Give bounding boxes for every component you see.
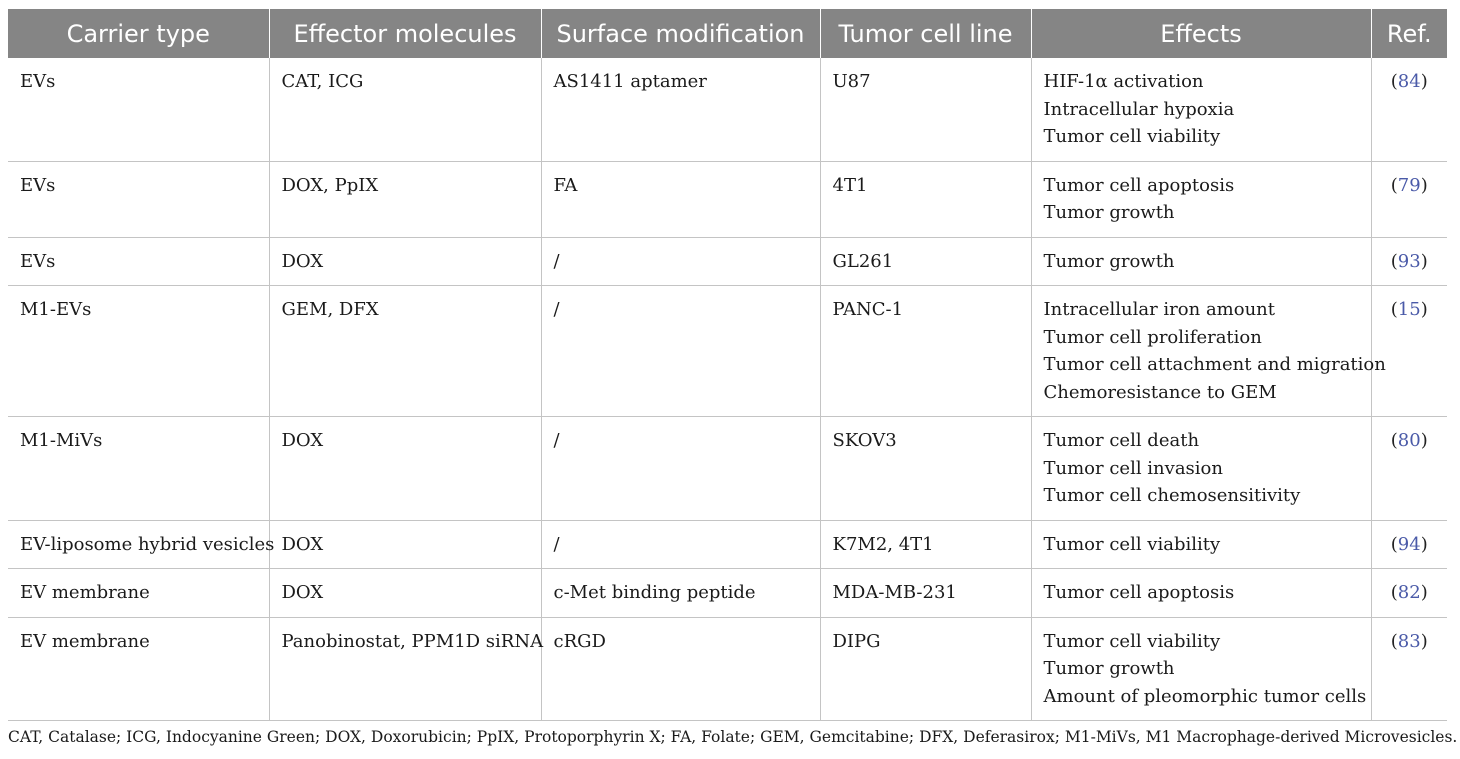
cell-effector-molecules: DOX: [268, 520, 541, 569]
cell-effector-molecules: DOX: [268, 237, 541, 286]
cell-carrier-type: M1-EVs: [8, 285, 269, 417]
cell-tumor-cell-line: DIPG: [819, 617, 1031, 721]
effect-item: Tumor cell attachment and migration: [1043, 354, 1386, 375]
cell-surface-modification: /: [540, 520, 820, 569]
cell-tumor-cell-line: MDA-MB-231: [819, 568, 1031, 618]
reference-link[interactable]: 82: [1397, 582, 1421, 603]
effect-item: Tumor cell apoptosis: [1043, 582, 1235, 603]
cell-carrier-type: EVs: [8, 58, 269, 162]
cell-effects: Tumor growth: [1030, 237, 1371, 286]
cell-carrier-type: EV-liposome hybrid vesicles: [8, 520, 274, 569]
reference-link[interactable]: 93: [1397, 250, 1421, 272]
header-effector-molecules: Effector molecules: [268, 9, 541, 58]
cell-effects: Tumor cell viability Tumor growth Amount o…: [1030, 617, 1371, 721]
cell-effects: Tumor cell apoptosis: [1030, 568, 1371, 618]
reference-link[interactable]: 94: [1397, 533, 1421, 555]
table-row: EV-liposome hybrid vesicles DOX / K7M2, 4T1…: [8, 520, 1447, 569]
effect-item: Chemoresistance to GEM: [1043, 381, 1277, 403]
reference-link[interactable]: 15: [1397, 299, 1421, 320]
cell-effects: Tumor cell death Tumor cell invasion Tumor…: [1030, 416, 1371, 521]
header-effects: Effects: [1030, 9, 1371, 58]
cell-carrier-type: M1-MiVs: [8, 416, 269, 521]
cell-ref: (80): [1370, 416, 1447, 521]
cell-effector-molecules: DOX: [268, 416, 541, 521]
table-row: EVs DOX, PpIX FA 4T1 Tumor cell apoptosis Tum…: [8, 161, 1447, 238]
effect-item: Intracellular hypoxia: [1043, 98, 1235, 120]
table-row: M1-EVs GEM, DFX / PANC-1 Intracellular iron …: [8, 285, 1447, 417]
reference-link[interactable]: 79: [1397, 174, 1421, 196]
data-table-container: Carrier type Effector molecules Surface …: [8, 9, 1447, 721]
cell-effector-molecules: DOX: [268, 568, 541, 618]
cell-carrier-type: EV membrane: [8, 617, 269, 721]
data-table: Carrier type Effector molecules Surface …: [8, 9, 1447, 721]
cell-effects: Tumor cell apoptosis Tumor growth: [1030, 161, 1371, 238]
reference-link[interactable]: 84: [1397, 71, 1421, 92]
table-row: EV membrane DOX c-Met binding peptide MDA-M…: [8, 568, 1447, 618]
cell-surface-modification: cRGD: [540, 617, 820, 721]
cell-tumor-cell-line: 4T1: [819, 161, 1031, 238]
effect-item: Tumor cell viability: [1043, 126, 1221, 147]
cell-surface-modification: FA: [540, 161, 820, 238]
effect-item: Amount of pleomorphic tumor cells: [1043, 685, 1367, 707]
cell-surface-modification: /: [540, 285, 820, 417]
header-ref: Ref.: [1370, 9, 1447, 58]
reference-link[interactable]: 80: [1397, 430, 1421, 451]
cell-surface-modification: c-Met binding peptide: [540, 568, 820, 618]
cell-tumor-cell-line: U87: [819, 58, 1031, 162]
effect-item: Tumor cell viability: [1043, 630, 1221, 652]
effect-item: Tumor cell chemosensitivity: [1043, 485, 1301, 506]
effect-item: Tumor growth: [1043, 658, 1175, 679]
cell-ref: (83): [1370, 617, 1447, 721]
cell-effects: Intracellular iron amount Tumor cell prol…: [1030, 285, 1386, 417]
table-row: M1-MiVs DOX / SKOV3 Tumor cell death Tumor ce…: [8, 416, 1447, 521]
cell-effector-molecules: CAT, ICG: [268, 58, 541, 162]
header-tumor-cell-line: Tumor cell line: [819, 9, 1031, 58]
cell-ref: (84): [1370, 58, 1447, 162]
cell-effector-molecules: GEM, DFX: [268, 285, 541, 417]
table-row: EVs CAT, ICG AS1411 aptamer U87 HIF-1α activ…: [8, 58, 1447, 162]
cell-carrier-type: EVs: [8, 161, 269, 238]
effect-item: HIF-1α activation: [1043, 71, 1204, 92]
table-row: EVs DOX / GL261 Tumor growth (93): [8, 237, 1447, 286]
reference-link[interactable]: 83: [1397, 630, 1421, 652]
cell-effects: HIF-1α activation Intracellular hypoxia Tu…: [1030, 58, 1371, 162]
cell-ref: (93): [1370, 237, 1447, 286]
cell-ref: (82): [1370, 568, 1447, 618]
cell-effector-molecules: Panobinostat, PPM1D siRNA: [268, 617, 543, 721]
cell-tumor-cell-line: SKOV3: [819, 416, 1031, 521]
effect-item: Tumor growth: [1043, 250, 1175, 272]
cell-ref: (94): [1370, 520, 1447, 569]
effect-item: Intracellular iron amount: [1043, 299, 1276, 320]
header-row: Carrier type Effector molecules Surface …: [8, 9, 1447, 58]
table-header: Carrier type Effector molecules Surface …: [8, 9, 1447, 58]
cell-ref: (15): [1370, 285, 1447, 417]
cell-surface-modification: /: [540, 416, 820, 521]
effect-item: Tumor cell viability: [1043, 533, 1221, 555]
effect-item: Tumor cell invasion: [1043, 457, 1223, 479]
cell-tumor-cell-line: PANC-1: [819, 285, 1031, 417]
effect-item: Tumor cell proliferation: [1043, 326, 1262, 348]
table-row: EV membrane Panobinostat, PPM1D siRNA cRGD…: [8, 617, 1447, 721]
effect-item: Tumor cell apoptosis: [1043, 174, 1235, 196]
header-carrier-type: Carrier type: [8, 9, 269, 58]
cell-carrier-type: EVs: [8, 237, 269, 286]
header-surface-modification: Surface modification: [540, 9, 820, 58]
cell-effector-molecules: DOX, PpIX: [268, 161, 541, 238]
cell-carrier-type: EV membrane: [8, 568, 269, 618]
cell-tumor-cell-line: K7M2, 4T1: [819, 520, 1031, 569]
cell-surface-modification: AS1411 aptamer: [540, 58, 820, 162]
effect-item: Tumor growth: [1043, 202, 1175, 223]
cell-ref: (79): [1370, 161, 1447, 238]
effect-item: Tumor cell death: [1043, 430, 1200, 451]
cell-surface-modification: /: [540, 237, 820, 286]
table-body: EVs CAT, ICG AS1411 aptamer U87 HIF-1α activ…: [8, 58, 1447, 721]
cell-effects: Tumor cell viability: [1030, 520, 1371, 569]
cell-tumor-cell-line: GL261: [819, 237, 1031, 286]
table-footnote: CAT, Catalase; ICG, Indocyanine Green; D…: [8, 728, 1458, 746]
